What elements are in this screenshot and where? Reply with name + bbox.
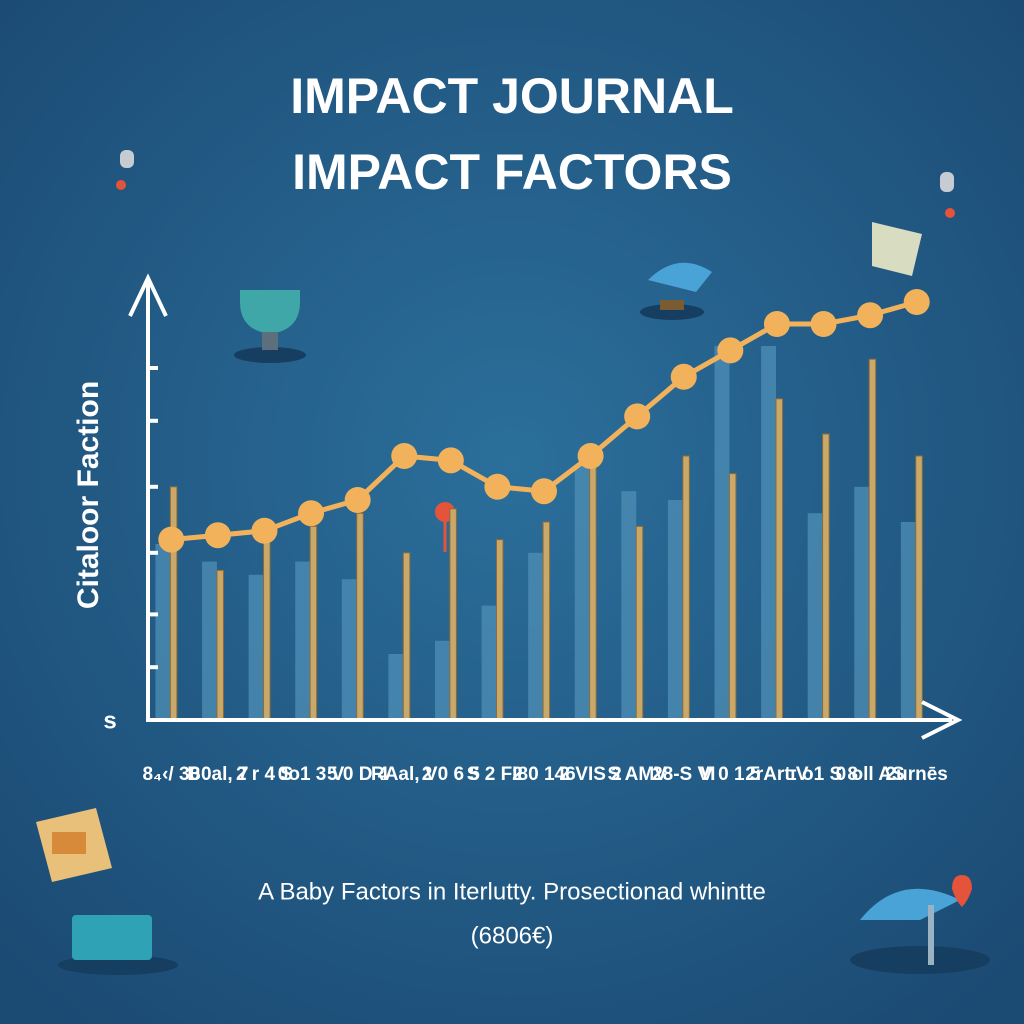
bar	[341, 579, 357, 720]
line-marker	[577, 443, 604, 469]
bar	[682, 455, 690, 721]
bar	[295, 561, 311, 720]
bar	[574, 464, 590, 720]
bar	[356, 512, 364, 721]
caption: A Baby Factors in Iterlutty. Prosectiona…	[258, 878, 766, 905]
bar	[728, 473, 737, 721]
chart-title: IMPACT JOURNAL	[290, 68, 734, 124]
x-tick-label: 2 r 4 S	[236, 764, 293, 785]
bar	[868, 358, 877, 721]
bar	[434, 640, 450, 720]
line-marker	[204, 522, 231, 549]
line-marker	[810, 311, 837, 337]
x-tick-label: ɪ o1 S 8	[789, 764, 858, 785]
bar	[449, 508, 457, 721]
line-marker	[857, 302, 884, 329]
bar	[761, 346, 777, 720]
x-tick-label: RAal, V	[371, 764, 438, 785]
bar	[635, 525, 644, 721]
plot-area	[155, 289, 930, 721]
bar	[216, 569, 224, 721]
x-tick-label: 8₄‹/ 30	[142, 764, 200, 785]
x-tick-label: 2 0 146	[512, 764, 575, 785]
line-marker	[344, 487, 371, 513]
bar	[775, 398, 784, 721]
bar	[822, 433, 830, 721]
bar	[495, 539, 504, 721]
bar	[621, 491, 637, 720]
x-tick-label: 0 oll AS	[836, 764, 905, 785]
line-marker	[763, 311, 790, 337]
y-origin-label: s	[103, 707, 116, 734]
bar	[388, 654, 404, 720]
x-tick-label: 0o1 3 V	[278, 764, 345, 785]
x-tick-label: 2 VIS 2	[559, 764, 621, 785]
bar	[900, 522, 916, 720]
bar	[481, 605, 497, 720]
bar	[807, 513, 823, 720]
line-marker	[251, 517, 278, 544]
x-tick-label: 2urnēs	[886, 764, 948, 785]
x-tick-label: V 0 1 5	[700, 764, 761, 785]
decorations	[36, 150, 990, 975]
line-marker	[670, 363, 697, 390]
line-marker	[903, 289, 930, 315]
bar	[248, 574, 264, 720]
bar	[589, 464, 597, 721]
x-tick-label: 2 0 6 5	[422, 764, 481, 785]
x-tick-label: 28-S VI	[652, 764, 715, 785]
chart-title: IMPACT FACTORS	[292, 144, 732, 200]
bar	[714, 346, 730, 720]
line-marker	[298, 500, 325, 527]
bar	[202, 561, 217, 720]
x-tick-label: S AMV	[607, 764, 667, 785]
caption: (6806€)	[471, 922, 554, 949]
bar	[528, 552, 544, 720]
bar	[263, 525, 271, 721]
x-tick-label: B0al, 7	[187, 764, 248, 785]
line-marker	[717, 337, 744, 364]
bar	[542, 521, 551, 721]
x-tick-label: S 2 FI8	[467, 764, 528, 785]
bar	[402, 552, 411, 721]
line-marker	[624, 403, 651, 430]
y-axis-label: Citaloor Faction	[72, 381, 105, 609]
axes	[128, 273, 963, 740]
line-marker	[158, 526, 185, 553]
line-marker	[391, 443, 418, 469]
bar	[309, 525, 318, 721]
bar	[915, 455, 923, 721]
bar	[169, 486, 178, 721]
bar	[854, 486, 870, 720]
x-tick-label: 2rArt V	[745, 764, 809, 785]
line-marker	[484, 473, 511, 500]
line-marker	[531, 478, 557, 505]
x-tick-label: 5 0 D 4	[327, 764, 389, 785]
bar	[155, 544, 171, 720]
bar	[667, 500, 683, 720]
line-marker	[437, 447, 464, 474]
